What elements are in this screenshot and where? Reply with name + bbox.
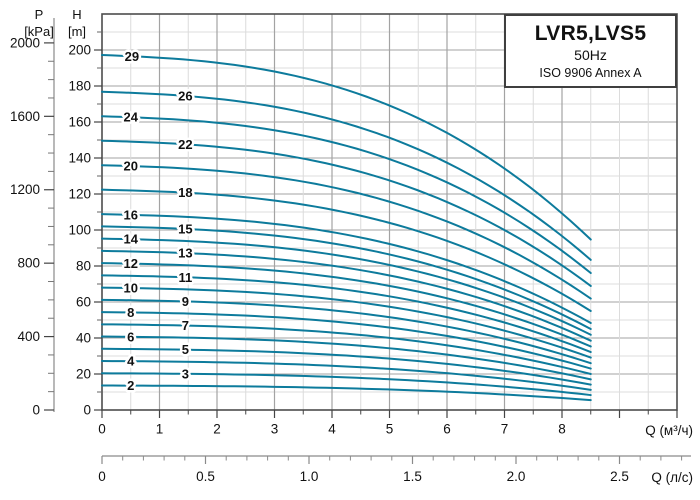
flow-tick-label-5: 5: [386, 422, 394, 437]
pump-curve-label-8: 8: [127, 305, 134, 320]
pressure-tick-label-800: 800: [17, 256, 40, 271]
pump-curve-7: [101, 323, 592, 375]
head-tick-label-0: 0: [83, 403, 91, 418]
pump-curve-label-14: 14: [124, 232, 139, 247]
pump-curve-label-20: 20: [124, 159, 138, 174]
pump-curve-label-13: 13: [178, 246, 192, 261]
pump-curve-13: [101, 249, 592, 342]
pressure-tick-label-1600: 1600: [10, 109, 40, 124]
flow-tick-label-1: 1: [156, 422, 164, 437]
head-tick-label-20: 20: [76, 367, 91, 382]
head-tick-label-120: 120: [68, 187, 91, 202]
pump-curve-8: [101, 311, 592, 370]
pump-curve-label-15: 15: [178, 221, 192, 236]
flow-tick-label-7: 7: [501, 422, 509, 437]
flow-tick-label-4: 4: [328, 422, 336, 437]
pressure-tick-label-2000: 2000: [10, 35, 40, 50]
head-axis-title: H [m]: [67, 7, 87, 39]
head-tick-label-200: 200: [68, 43, 91, 58]
pump-curve-9: [101, 298, 592, 365]
flow2-tick-label-1.5: 1.5: [403, 469, 422, 484]
pump-curve-10: [101, 286, 592, 359]
pump-curve-12: [101, 262, 592, 348]
pump-curve-15: [101, 225, 592, 330]
pump-curve-4: [101, 360, 592, 391]
pump-curve-3: [101, 372, 592, 397]
head-tick-label-80: 80: [76, 259, 91, 274]
pump-curve-label-2: 2: [127, 378, 134, 393]
pump-curve-label-18: 18: [178, 185, 192, 200]
pump-curve-label-7: 7: [182, 318, 189, 333]
standard-label: ISO 9906 Annex A: [539, 65, 642, 80]
pump-model-title: LVR5,LVS5: [534, 21, 647, 45]
pressure-axis-title: P [kPa]: [24, 7, 54, 39]
pump-curve-11: [101, 274, 592, 354]
pump-curve-18: [101, 188, 592, 312]
pump-curve-29: [101, 54, 592, 241]
head-tick-label-140: 140: [68, 151, 91, 166]
flow-axis-unit-ls: Q (л/с): [651, 470, 693, 485]
pump-curve-label-6: 6: [127, 329, 134, 344]
pressure-tick-label-0: 0: [32, 403, 40, 418]
pump-curve-label-29: 29: [125, 49, 139, 64]
head-tick-label-180: 180: [68, 79, 91, 94]
pump-curve-26: [101, 90, 592, 261]
pump-curve-label-24: 24: [124, 110, 139, 125]
flow2-tick-label-2.5: 2.5: [610, 469, 629, 484]
pump-curve-label-4: 4: [127, 354, 135, 369]
flow2-tick-label-1.0: 1.0: [300, 469, 319, 484]
head-tick-label-60: 60: [76, 295, 91, 310]
pump-curve-24: [101, 115, 592, 275]
flow-tick-label-2: 2: [213, 422, 221, 437]
pump-curve-5: [101, 347, 592, 386]
head-tick-label-160: 160: [68, 115, 91, 130]
head-tick-label-40: 40: [76, 331, 91, 346]
pump-curve-22: [101, 139, 592, 287]
pump-curve-label-3: 3: [182, 366, 189, 381]
pump-curve-label-9: 9: [182, 294, 189, 309]
pump-curve-6: [101, 335, 592, 381]
frequency-label: 50Hz: [574, 46, 607, 63]
flow-tick-label-8: 8: [558, 422, 566, 437]
flow-tick-label-6: 6: [443, 422, 451, 437]
pump-curve-14: [101, 237, 592, 336]
pump-curve-label-22: 22: [178, 137, 192, 152]
pump-curve-label-16: 16: [124, 207, 138, 222]
pressure-tick-label-400: 400: [17, 329, 40, 344]
flow2-tick-label-0: 0: [98, 469, 106, 484]
flow-tick-label-3: 3: [271, 422, 279, 437]
flow2-tick-label-2.0: 2.0: [507, 469, 526, 484]
flow2-tick-label-0.5: 0.5: [196, 469, 215, 484]
flow-tick-label-0: 0: [98, 422, 106, 437]
flow-axis-unit-m3h: Q (м³/ч): [645, 423, 693, 438]
pump-curve-2: [101, 384, 592, 402]
pump-curve-label-12: 12: [124, 256, 138, 271]
pump-curve-label-11: 11: [179, 270, 193, 285]
pump-curve-20: [101, 164, 592, 300]
title-box: LVR5,LVS5 50Hz ISO 9906 Annex A: [504, 14, 677, 88]
pump-curve-label-10: 10: [124, 281, 138, 296]
pressure-tick-label-1200: 1200: [10, 182, 40, 197]
head-tick-label-100: 100: [68, 223, 91, 238]
pump-curve-label-26: 26: [178, 88, 192, 103]
pump-curve-16: [101, 213, 592, 325]
pump-curve-label-5: 5: [182, 342, 189, 357]
